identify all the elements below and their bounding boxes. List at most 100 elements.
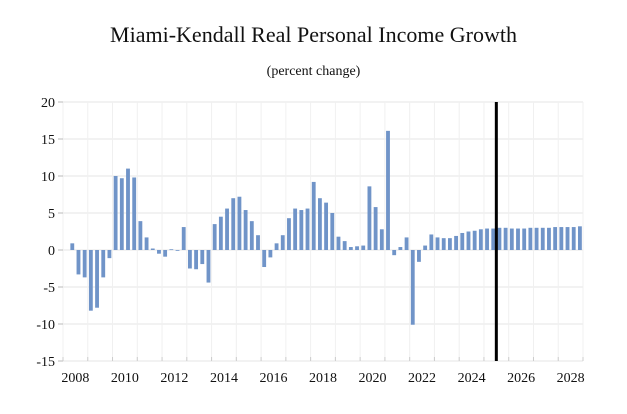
- bar: [262, 250, 267, 268]
- bar: [280, 235, 285, 250]
- bar: [132, 177, 137, 250]
- bar: [293, 208, 298, 250]
- bar: [330, 213, 335, 250]
- x-tick-label: 2022: [408, 371, 436, 386]
- bar: [218, 216, 223, 250]
- bar: [206, 250, 211, 283]
- chart-title: Miami-Kendall Real Personal Income Growt…: [110, 22, 517, 47]
- x-tick-label: 2010: [111, 371, 139, 386]
- bar: [497, 227, 502, 250]
- x-tick-label: 2024: [458, 371, 486, 386]
- bar: [187, 250, 192, 269]
- bar: [200, 250, 205, 265]
- bar: [126, 168, 130, 250]
- bar: [559, 227, 564, 250]
- x-tick-label: 2014: [210, 371, 238, 386]
- bar: [150, 248, 155, 250]
- bar: [540, 227, 545, 250]
- bar: [398, 247, 403, 250]
- bar: [516, 228, 520, 250]
- bar: [491, 228, 496, 250]
- x-tick-label: 2016: [259, 371, 287, 386]
- bar: [82, 250, 87, 278]
- x-tick-label: 2028: [557, 371, 585, 386]
- bar: [287, 218, 291, 250]
- bar: [163, 250, 168, 257]
- bar: [101, 250, 106, 278]
- y-tick-label: 0: [48, 244, 55, 259]
- bar: [528, 227, 533, 250]
- bar: [367, 186, 372, 250]
- bar-series: [70, 130, 582, 325]
- bar: [379, 229, 384, 250]
- bar: [423, 245, 428, 250]
- bar: [299, 210, 304, 250]
- bar: [435, 237, 440, 250]
- x-tick-label: 2018: [309, 371, 337, 386]
- y-tick-label: 20: [41, 96, 55, 111]
- bar: [175, 250, 180, 251]
- y-tick-label: -15: [36, 355, 55, 370]
- bar: [138, 221, 143, 250]
- y-tick-label: 10: [41, 170, 55, 185]
- bar: [460, 232, 465, 250]
- y-tick-label: 5: [48, 207, 55, 222]
- bar: [342, 241, 347, 250]
- bar: [88, 250, 93, 311]
- bar: [361, 245, 366, 250]
- x-tick-label: 2020: [359, 371, 387, 386]
- bar: [225, 208, 229, 250]
- bar: [212, 224, 217, 250]
- bar: [256, 235, 260, 250]
- bar: [324, 202, 329, 250]
- bar: [311, 181, 316, 250]
- bar: [355, 246, 359, 250]
- bar: [386, 130, 390, 250]
- x-tick-label: 2008: [61, 371, 89, 386]
- bar: [237, 196, 242, 250]
- bar: [95, 250, 99, 308]
- bar: [392, 250, 397, 256]
- chart-subtitle: (percent change): [266, 64, 361, 79]
- bar: [119, 178, 124, 250]
- y-tick-label: -10: [36, 318, 55, 333]
- bar: [317, 198, 322, 250]
- bar: [181, 227, 186, 250]
- bar: [441, 238, 446, 250]
- bar: [547, 227, 551, 250]
- bar: [373, 207, 378, 250]
- bar: [454, 235, 459, 250]
- bar: [503, 227, 508, 250]
- bar: [472, 230, 477, 250]
- bar: [429, 234, 434, 250]
- bar: [107, 250, 112, 259]
- bar: [509, 228, 514, 250]
- bar: [485, 228, 489, 250]
- bar: [274, 243, 279, 250]
- bar: [249, 221, 254, 250]
- y-axis: 20 15 10 5 0 -5 -10 -15: [36, 96, 63, 370]
- bar: [348, 247, 353, 250]
- bar: [417, 250, 421, 262]
- bar: [447, 238, 452, 250]
- x-axis: 2008 2010 2012 2014 2016 2018 2020 2022 2024 2026…: [61, 357, 585, 386]
- x-tick-label: 2012: [160, 371, 188, 386]
- bar: [70, 243, 75, 250]
- bar: [478, 229, 483, 250]
- bar: [410, 250, 415, 325]
- y-tick-label: 15: [41, 133, 55, 148]
- x-tick-label: 2026: [507, 371, 535, 386]
- bar: [466, 231, 471, 250]
- bar: [305, 208, 310, 250]
- bar: [113, 176, 118, 250]
- bar: [577, 226, 582, 250]
- bar: [157, 250, 161, 254]
- bar: [565, 227, 570, 250]
- bar: [534, 227, 539, 250]
- bar: [571, 227, 576, 250]
- bar: [169, 249, 174, 251]
- bar: [144, 237, 149, 250]
- bar: [243, 210, 248, 250]
- bar: [522, 228, 527, 250]
